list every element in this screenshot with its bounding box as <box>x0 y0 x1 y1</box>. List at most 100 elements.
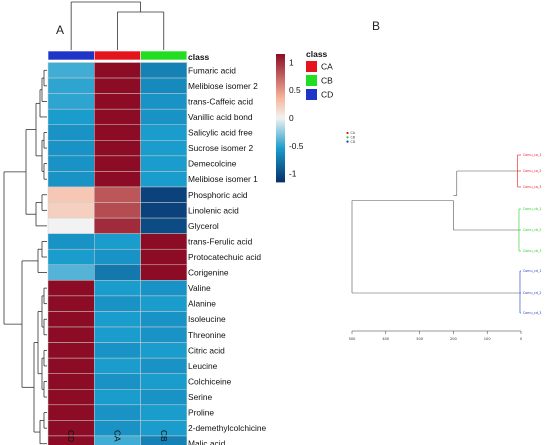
color-scale-segment <box>276 94 285 98</box>
heatmap-cell <box>140 217 188 234</box>
heatmap-cell <box>94 280 141 297</box>
color-scale-segment <box>276 173 285 176</box>
color-scale-segment <box>276 143 285 147</box>
heatmap-cell <box>140 295 188 312</box>
heatmap-cell <box>47 155 95 172</box>
color-scale-segment <box>276 115 285 119</box>
row-label: 2-demethylcolchicine <box>188 423 267 433</box>
color-scale-segment <box>276 158 285 162</box>
row-label: Melibiose isomer 1 <box>188 174 258 184</box>
dendrogram-legend-marker-cb <box>346 136 349 139</box>
row-label: Protocatechuic acid <box>188 252 261 262</box>
color-scale-segment <box>276 126 285 130</box>
heatmap-cell <box>140 311 188 328</box>
heatmap-cell <box>94 140 141 157</box>
heatmap-cell <box>94 93 141 110</box>
heatmap-cell <box>47 108 95 125</box>
heatmap-cell <box>94 389 141 406</box>
heatmap-cell <box>140 280 188 297</box>
heatmap-cell <box>47 233 95 250</box>
dendrogram-axis-tick-label: 400 <box>382 337 390 341</box>
heatmap-cell <box>140 171 188 188</box>
heatmap-cell <box>47 357 95 374</box>
heatmap-cells <box>47 62 188 445</box>
color-scale-segment <box>276 169 285 172</box>
color-scale-segment <box>276 107 285 110</box>
heatmap-cell <box>47 93 95 110</box>
heatmap-cell <box>94 77 141 94</box>
color-scale-segment <box>276 160 285 164</box>
heatmap-cell <box>47 295 95 312</box>
dendrogram-leaf-labels: Cornu_ca_1 Cornu_ca_2 Cornu_ca_3 Cornu_cb_1… <box>523 153 541 315</box>
row-label: Corigenine <box>188 268 229 278</box>
heatmap-cell <box>140 202 188 219</box>
color-scale-segment <box>276 109 285 112</box>
column-labels: CD CA CB <box>66 430 169 442</box>
class-legend-label-ca: CA <box>321 62 333 72</box>
dendrogram-legend-label-ca: CA <box>351 131 356 135</box>
color-scale-segment <box>276 71 285 74</box>
class-legend-swatch-cd <box>306 89 317 100</box>
heatmap-cell <box>140 435 188 445</box>
color-scale-segment <box>276 179 285 183</box>
heatmap-cell <box>140 140 188 157</box>
color-scale-segment <box>276 164 285 168</box>
color-scale-segment <box>276 118 285 121</box>
column-label-ca: CA <box>112 430 122 442</box>
color-scale-segment <box>276 56 285 59</box>
heatmap-cell <box>94 217 141 234</box>
heatmap-cell <box>47 171 95 188</box>
color-scale-tick-label: -1 <box>289 169 297 179</box>
color-scale-segment <box>276 64 285 68</box>
heatmap-cell <box>47 140 95 157</box>
color-scale-segment <box>276 154 285 157</box>
dendrogram-legend-marker-cd <box>346 140 349 143</box>
heatmap-cell <box>47 311 95 328</box>
row-label: Citric acid <box>188 345 225 355</box>
class-legend-swatch-cb <box>306 75 317 86</box>
heatmap-cell <box>47 264 95 281</box>
heatmap-cell <box>140 342 188 359</box>
heatmap-cell <box>94 248 141 266</box>
class-legend-label-cd: CD <box>321 90 333 100</box>
heatmap-cell <box>47 389 95 406</box>
color-scale-segment <box>276 54 285 57</box>
color-scale-segment <box>276 122 285 125</box>
row-label: Colchiceine <box>188 376 232 386</box>
color-scale-segment <box>276 132 285 136</box>
heatmap-cell <box>94 326 141 343</box>
color-scale-segment <box>276 98 285 102</box>
class-annotation-bar <box>47 50 188 61</box>
color-scale-segment <box>276 175 285 179</box>
color-scale-segment <box>276 58 285 61</box>
heatmap-cell <box>47 124 95 141</box>
color-scale-segment <box>276 145 285 149</box>
color-scale-segment <box>276 81 285 85</box>
color-scale-segment <box>276 124 285 127</box>
row-labels: Fumaric acid Melibiose isomer 2 trans-Caff… <box>188 65 267 445</box>
row-label: Threonine <box>188 330 226 340</box>
row-label: Phosphoric acid <box>188 190 248 200</box>
heatmap-cell <box>140 186 188 203</box>
color-scale-segment <box>276 103 285 106</box>
dendrogram-leaf-label: Cornu_cb_2 <box>523 228 541 232</box>
heatmap-cell <box>94 404 141 421</box>
heatmap-cell <box>94 357 141 374</box>
color-scale-segment <box>276 152 285 155</box>
dendrogram-leaf-label: Cornu_cb_1 <box>523 207 541 211</box>
heatmap-cell <box>140 357 188 374</box>
color-scale-segment <box>276 113 285 117</box>
dendrogram-leaf-label: Cornu_ca_3 <box>523 185 541 189</box>
color-scale-segment <box>276 120 285 123</box>
dendrogram-axis: 500 400 300 200 100 0 <box>349 330 523 341</box>
heatmap-cell <box>47 326 95 343</box>
color-scale-segment <box>276 141 285 144</box>
row-dendrogram <box>3 69 47 445</box>
dendrogram-axis-tick-label: 0 <box>520 337 523 341</box>
row-label: Leucine <box>188 361 218 371</box>
row-label: Salicylic acid free <box>188 128 253 138</box>
color-scale-segment <box>276 167 285 170</box>
heatmap-cell <box>94 342 141 359</box>
color-scale-segment <box>276 73 285 76</box>
